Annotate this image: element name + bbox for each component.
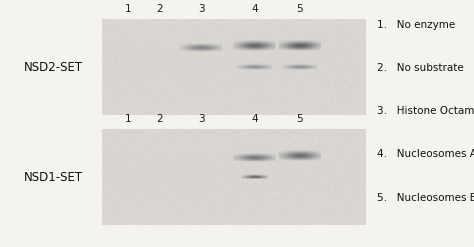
Text: 2: 2 bbox=[156, 4, 163, 14]
Text: 4: 4 bbox=[251, 114, 258, 124]
Text: NSD1-SET: NSD1-SET bbox=[24, 171, 83, 184]
Text: 2.   No substrate: 2. No substrate bbox=[377, 63, 464, 73]
Text: 4: 4 bbox=[251, 4, 258, 14]
Text: 5.   Nucleosomes B: 5. Nucleosomes B bbox=[377, 193, 474, 203]
Text: NSD2-SET: NSD2-SET bbox=[24, 61, 83, 74]
Text: 5: 5 bbox=[296, 4, 302, 14]
Text: 2: 2 bbox=[156, 114, 163, 124]
Text: 5: 5 bbox=[296, 114, 302, 124]
Text: 4.   Nucleosomes A: 4. Nucleosomes A bbox=[377, 149, 474, 159]
Text: 3.   Histone Octamers: 3. Histone Octamers bbox=[377, 106, 474, 116]
Text: 3: 3 bbox=[199, 114, 205, 124]
Text: 1.   No enzyme: 1. No enzyme bbox=[377, 20, 455, 30]
Text: 3: 3 bbox=[199, 4, 205, 14]
Text: 1: 1 bbox=[125, 114, 131, 124]
Text: 1: 1 bbox=[125, 4, 131, 14]
